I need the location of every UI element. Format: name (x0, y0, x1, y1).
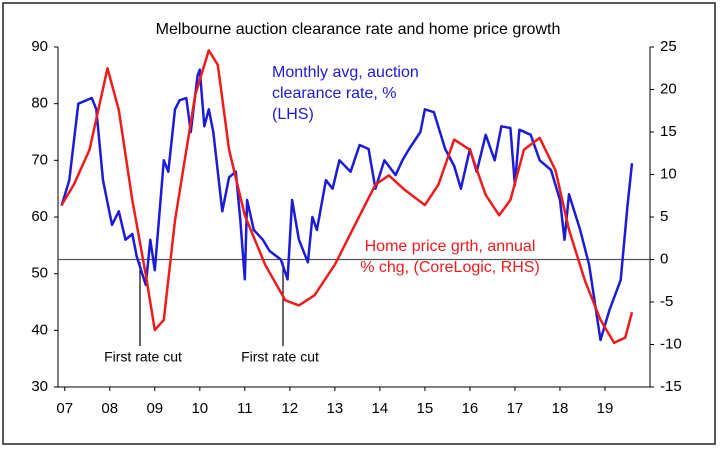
y2-tick-label: 5 (660, 208, 668, 225)
frame (2, 2, 716, 445)
x-tick-label: 09 (146, 400, 163, 417)
series-line (60, 68, 634, 342)
x-tick-label: 11 (237, 400, 253, 417)
x-tick-label: 12 (282, 400, 299, 417)
y2-tick-label: 20 (660, 80, 677, 97)
y2-tick-label: 15 (660, 123, 677, 140)
y-tick-label: 60 (31, 208, 48, 225)
legend-label: Home price grth, annual % chg, (CoreLogi… (360, 238, 540, 276)
y-tick-label: 70 (31, 151, 48, 168)
series-line (60, 49, 634, 345)
y2-tick-label: 0 (660, 250, 668, 267)
x-tick-label: 19 (597, 400, 614, 417)
legend-label: Monthly avg, auction clearance rate, % (… (272, 64, 419, 123)
x-tick-label: 17 (507, 400, 524, 417)
x-tick-label: 07 (56, 400, 73, 417)
y2-tick-label: 10 (660, 165, 677, 182)
y-tick-label: 90 (31, 38, 48, 55)
x-tick-label: 13 (327, 400, 344, 417)
annotation: First rate cut (241, 349, 319, 365)
x-tick-label: 16 (462, 400, 479, 417)
x-tick-label: 08 (101, 400, 118, 417)
y2-tick-label: -5 (660, 293, 673, 310)
y2-tick-label: 25 (660, 38, 677, 55)
x-tick-label: 18 (552, 400, 569, 417)
y-tick-label: 80 (31, 95, 48, 112)
y-tick-label: 40 (31, 321, 48, 338)
y2-tick-label: -10 (660, 335, 682, 352)
chart-title: Melbourne auction clearance rate and hom… (156, 21, 561, 38)
y2-tick-label: -15 (660, 378, 682, 395)
x-tick-label: 14 (372, 400, 389, 417)
annotation: First rate cut (104, 349, 182, 365)
y-tick-label: 50 (31, 265, 48, 282)
y-tick-label: 30 (31, 378, 48, 395)
x-tick-label: 15 (417, 400, 434, 417)
x-tick-label: 10 (191, 400, 208, 417)
